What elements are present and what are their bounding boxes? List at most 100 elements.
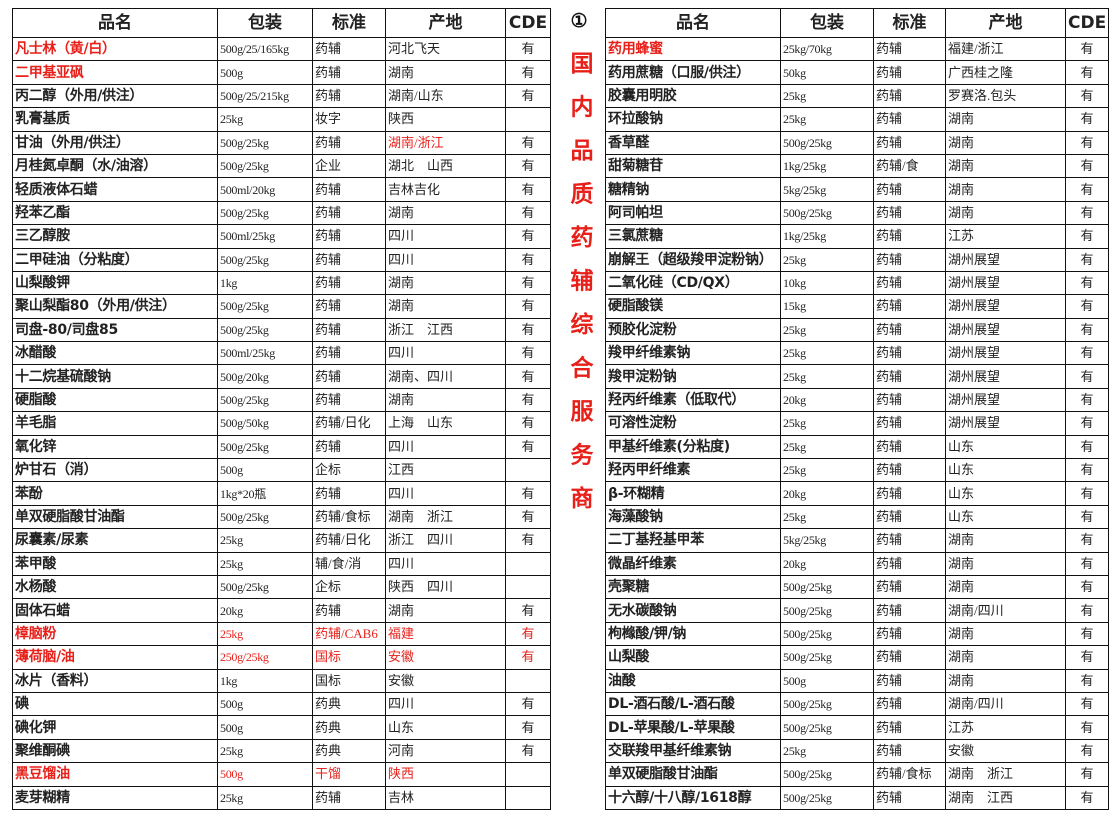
table-cell: 500g/25kg [217, 387, 313, 413]
table-cell: 湖南/四川 [945, 598, 1066, 623]
table-row: 冰片（香料） 1kg 国标 安徽 [12, 668, 551, 693]
table-cell: 有 [1065, 504, 1109, 530]
table-cell: 500g [217, 715, 313, 740]
table-cell: β-环糊精 [605, 481, 781, 506]
table-cell: 湖南 [385, 598, 506, 623]
table-cell: 二丁基羟基甲苯 [605, 528, 781, 553]
table-cell: 麦芽糊精 [12, 785, 218, 810]
table-cell: 福建 [385, 621, 506, 647]
table-row: 药用蔗糖（口服/供注） 50kg 药辅 广西桂之隆有 [605, 60, 1109, 85]
table-cell: 湖南 [945, 153, 1066, 179]
table-row: 二丁基羟基甲苯 5kg/25kg 药辅 湖南有 [605, 528, 1109, 553]
table-cell: 500g/25kg [217, 153, 313, 179]
table-cell: 500g [780, 668, 874, 693]
table-cell: 湖南、四川 [385, 364, 506, 389]
table-cell: 有 [505, 715, 551, 740]
table-cell: 有 [505, 130, 551, 155]
table-cell: 江西 [385, 458, 506, 483]
table-cell: 药辅 [873, 130, 946, 155]
table-cell: 有 [505, 153, 551, 179]
table-cell: 药辅 [312, 247, 386, 272]
header-cell: 标准 [312, 8, 386, 38]
table-cell: 药辅 [873, 177, 946, 202]
table-cell: 10kg [780, 270, 874, 296]
table-cell: 25kg [217, 528, 313, 553]
table-cell: 月桂氮卓酮（水/油溶） [12, 153, 218, 179]
table-cell: 福建/浙江 [945, 36, 1066, 62]
table-cell: 湖南 [385, 387, 506, 413]
table-cell: 湖南 [945, 551, 1066, 576]
table-row: 氧化锌 500g/25kg 药辅 四川有 [12, 434, 551, 460]
table-cell: 上海 山东 [385, 411, 506, 436]
table-cell: 河北飞天 [385, 36, 506, 62]
header-cell: 包装 [217, 8, 313, 38]
table-cell: 药辅 [873, 294, 946, 319]
table-cell: 环拉酸钠 [605, 107, 781, 132]
table-cell: 药辅 [873, 528, 946, 553]
table-row: 甜菊糖苷 1kg/25kg 药辅/食 湖南有 [605, 153, 1109, 179]
table-cell: 药辅 [873, 364, 946, 389]
table-cell: 凡士林（黄/白） [12, 36, 218, 62]
table-cell: 预胶化淀粉 [605, 317, 781, 343]
table-row: 阿司帕坦 500g/25kg 药辅 湖南有 [605, 200, 1109, 226]
table-cell: 药辅 [873, 738, 946, 764]
table-row: 尿囊素/尿素 25kg 药辅/日化 浙江 四川有 [12, 528, 551, 553]
table-cell: 薄荷脑/油 [12, 645, 218, 670]
table-cell: 有 [505, 598, 551, 623]
table-row: 碘化钾 500g 药典 山东有 [12, 715, 551, 740]
table-cell: 药辅 [312, 200, 386, 226]
banner-mark: ① [570, 11, 588, 32]
table-row: 樟脑粉 25kg 药辅/CAB6 福建有 [12, 621, 551, 647]
table-cell: 四川 [385, 247, 506, 272]
table-cell: 有 [505, 224, 551, 249]
table-cell: 甘油（外用/供注） [12, 130, 218, 155]
table-row: 壳聚糖 500g/25kg 药辅 湖南有 [605, 574, 1109, 600]
table-row: 交联羧甲基纤维素钠 25kg 药辅 安徽有 [605, 738, 1109, 764]
table-cell: 交联羧甲基纤维素钠 [605, 738, 781, 764]
table-cell: 有 [1065, 551, 1109, 576]
table-cell: 水杨酸 [12, 574, 218, 600]
table-cell: 500g/20kg [217, 364, 313, 389]
table-cell: 有 [1065, 411, 1109, 436]
table-cell: 陕西 四川 [385, 574, 506, 600]
table-cell: 四川 [385, 481, 506, 506]
table-cell: 山东 [945, 504, 1066, 530]
table-cell: 药辅 [873, 785, 946, 810]
table-cell: 企标 [312, 458, 386, 483]
table-cell: 轻质液体石蜡 [12, 177, 218, 202]
table-cell: 500g/25kg [780, 715, 874, 740]
left-table: 品名 包装 标准 产地 CDE 凡士林（黄/白） 500g/25/165kg 药辅 河北飞天有二… [12, 8, 551, 810]
header-row: 品名 包装 标准 产地 CDE [605, 8, 1109, 38]
table-cell: 药辅 [873, 36, 946, 62]
table-cell: 山梨酸钾 [12, 270, 218, 296]
table-row: 二甲基亚砜 500g 药辅 湖南有 [12, 60, 551, 85]
table-cell: 药辅 [312, 598, 386, 623]
table-cell: 有 [1065, 341, 1109, 366]
table-cell: 药辅 [312, 177, 386, 202]
table-row: 香草醛 500g/25kg 药辅 湖南有 [605, 130, 1109, 155]
table-row: 单双硬脂酸甘油酯 500g/25kg 药辅/食标 湖南 浙江有 [12, 504, 551, 530]
table-cell: 有 [1065, 481, 1109, 506]
table-cell: 药辅 [873, 247, 946, 272]
table-cell: 三氯蔗糖 [605, 224, 781, 249]
table-cell: 湖州展望 [945, 411, 1066, 436]
table-cell: 山东 [385, 715, 506, 740]
header-cell: CDE [505, 8, 551, 38]
table-cell: 500ml/25kg [217, 341, 313, 366]
header-cell: 标准 [873, 8, 946, 38]
table-cell: 药辅 [873, 715, 946, 740]
table-cell: 湖南 [945, 574, 1066, 600]
header-cell: 品名 [12, 8, 218, 38]
table-row: 崩解王（超级羧甲淀粉钠） 25kg 药辅 湖州展望有 [605, 247, 1109, 272]
table-row: 硬脂酸 500g/25kg 药辅 湖南有 [12, 387, 551, 413]
table-cell: 四川 [385, 691, 506, 717]
table-cell: 十六醇/十八醇/1618醇 [605, 785, 781, 810]
table-cell: 罗赛洛.包头 [945, 83, 1066, 109]
table-row: 枸橼酸/钾/钠 500g/25kg 药辅 湖南有 [605, 621, 1109, 647]
table-cell: 药辅 [312, 387, 386, 413]
table-cell: 500g/25kg [780, 621, 874, 647]
table-cell: 药辅 [873, 458, 946, 483]
table-row: 油酸 500g 药辅 湖南有 [605, 668, 1109, 693]
table-row: 炉甘石（消） 500g 企标 江西 [12, 458, 551, 483]
table-cell: 有 [1065, 247, 1109, 272]
